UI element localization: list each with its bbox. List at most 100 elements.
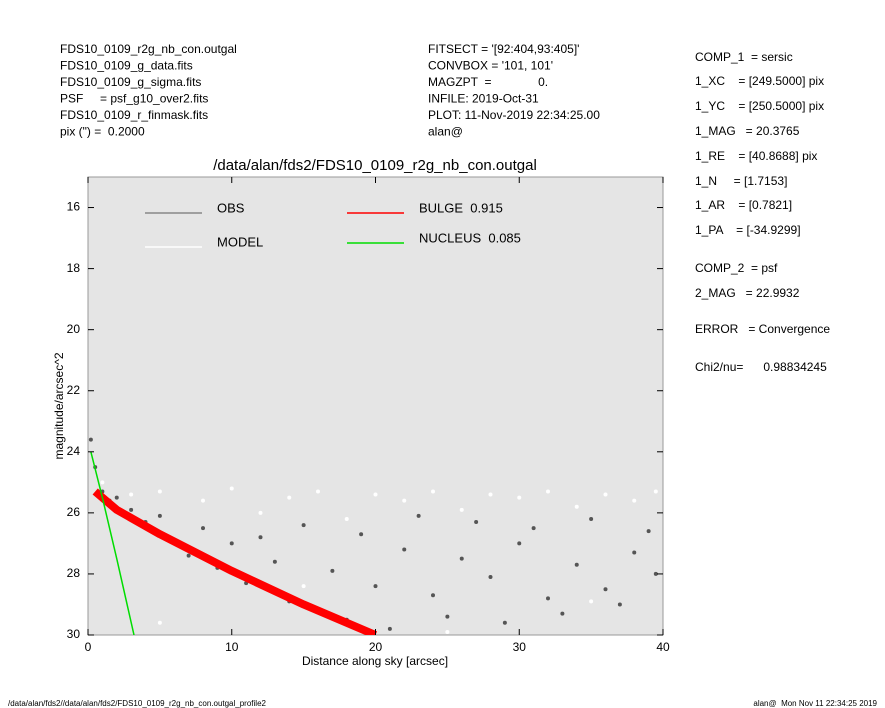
data-point	[229, 541, 234, 546]
header-left-line: FDS10_0109_g_sigma.fits	[60, 75, 201, 89]
data-point	[445, 614, 450, 619]
data-point	[344, 516, 349, 521]
data-point	[632, 498, 637, 503]
fit-parameter: 2_MAG = 22.9932	[695, 286, 800, 300]
data-point	[129, 492, 134, 497]
data-point	[100, 480, 105, 485]
data-point	[373, 584, 378, 589]
x-axis-label: Distance along sky [arcsec]	[302, 654, 448, 668]
fit-parameter: 1_AR = [0.7821]	[695, 198, 792, 212]
x-tick-label: 30	[513, 640, 527, 654]
data-point	[517, 541, 522, 546]
legend-label: NUCLEUS 0.085	[419, 230, 521, 245]
data-point	[459, 556, 464, 561]
fit-parameter: 1_PA = [-34.9299]	[695, 223, 801, 237]
fit-parameter: Chi2/nu= 0.98834245	[695, 360, 827, 374]
header-middle-line: PLOT: 11-Nov-2019 22:34:25.00	[428, 108, 600, 122]
data-point	[416, 513, 421, 518]
data-point	[157, 620, 162, 625]
legend-label: BULGE 0.915	[419, 200, 503, 215]
plot-area	[87, 176, 664, 636]
model-curve	[90, 451, 135, 635]
header-left-line: pix (") = 0.2000	[60, 125, 145, 139]
data-point	[632, 550, 637, 555]
header-left-line: FDS10_0109_g_data.fits	[60, 59, 193, 73]
fit-parameter: ERROR = Convergence	[695, 322, 830, 336]
data-point	[330, 568, 335, 573]
model-curve	[92, 488, 378, 635]
fit-parameter: COMP_1 = sersic	[695, 50, 793, 64]
fit-parameter: 1_RE = [40.8688] pix	[695, 149, 817, 163]
footer-left: /data/alan/fds2//data/alan/fds2/FDS10_01…	[8, 699, 267, 708]
y-tick-label: 22	[67, 383, 81, 397]
header-left-line: FDS10_0109_r2g_nb_con.outgal	[60, 42, 237, 56]
data-point	[488, 574, 493, 579]
x-tick-label: 0	[85, 640, 92, 654]
data-point	[653, 489, 658, 494]
data-point	[301, 523, 306, 528]
fit-parameter: 1_YC = [250.5000] pix	[695, 99, 824, 113]
data-point	[488, 492, 493, 497]
legend-label: MODEL	[217, 234, 263, 249]
data-point	[574, 562, 579, 567]
data-point	[157, 513, 162, 518]
x-tick-label: 40	[656, 640, 670, 654]
fit-parameter: 1_XC = [249.5000] pix	[695, 74, 824, 88]
data-point	[560, 611, 565, 616]
marks	[88, 437, 658, 635]
data-point	[431, 489, 435, 494]
data-point	[114, 495, 119, 500]
data-point	[431, 593, 435, 598]
header-middle-line: INFILE: 2019-Oct-31	[428, 92, 539, 106]
data-point	[157, 489, 162, 494]
x-tick-label: 20	[369, 640, 383, 654]
data-point	[402, 547, 407, 552]
y-tick-label: 16	[67, 200, 81, 214]
data-point	[574, 504, 579, 509]
footer-right: alan@ Mon Nov 11 22:34:25 2019	[753, 699, 877, 708]
data-point	[474, 520, 479, 525]
legend-label: OBS	[217, 200, 245, 215]
data-point	[129, 507, 134, 512]
data-point	[653, 571, 658, 576]
data-point	[301, 584, 306, 589]
fit-parameter: 1_N = [1.7153]	[695, 174, 787, 188]
data-point	[186, 553, 191, 558]
fit-parameter: 1_MAG = 20.3765	[695, 124, 800, 138]
y-tick-label: 24	[67, 444, 81, 458]
data-point	[617, 602, 622, 607]
fit-parameter: COMP_2 = psf	[695, 261, 778, 275]
data-point	[517, 495, 522, 500]
data-point	[646, 529, 651, 534]
header-left-line: PSF = psf_g10_over2.fits	[60, 92, 208, 106]
data-point	[402, 498, 407, 503]
data-point	[359, 532, 364, 537]
header-middle-line: alan@	[428, 125, 463, 139]
header-middle-line: FITSECT = '[92:404,93:405]'	[428, 42, 579, 56]
data-point	[373, 492, 378, 497]
data-point	[589, 599, 594, 604]
data-point	[272, 559, 277, 564]
y-tick-label: 18	[67, 261, 81, 275]
data-point	[201, 526, 205, 531]
data-point	[502, 620, 507, 625]
data-point	[316, 489, 320, 494]
x-tick-label: 10	[225, 640, 239, 654]
data-point	[603, 587, 608, 592]
chart-title: /data/alan/fds2/FDS10_0109_r2g_nb_con.ou…	[213, 157, 537, 174]
data-point	[201, 498, 205, 503]
y-tick-label: 30	[67, 627, 81, 641]
y-tick-label: 26	[67, 505, 81, 519]
data-point	[459, 507, 464, 512]
data-point	[546, 489, 550, 494]
data-point	[387, 626, 392, 631]
data-point	[287, 495, 292, 500]
data-point	[546, 596, 550, 601]
data-point	[258, 510, 263, 515]
header-middle-line: MAGZPT = 0.	[428, 75, 548, 89]
header-middle-line: CONVBOX = '101, 101'	[428, 59, 553, 73]
y-tick-label: 28	[67, 566, 81, 580]
header-left-line: FDS10_0109_r_finmask.fits	[60, 108, 208, 122]
data-point	[258, 535, 263, 540]
